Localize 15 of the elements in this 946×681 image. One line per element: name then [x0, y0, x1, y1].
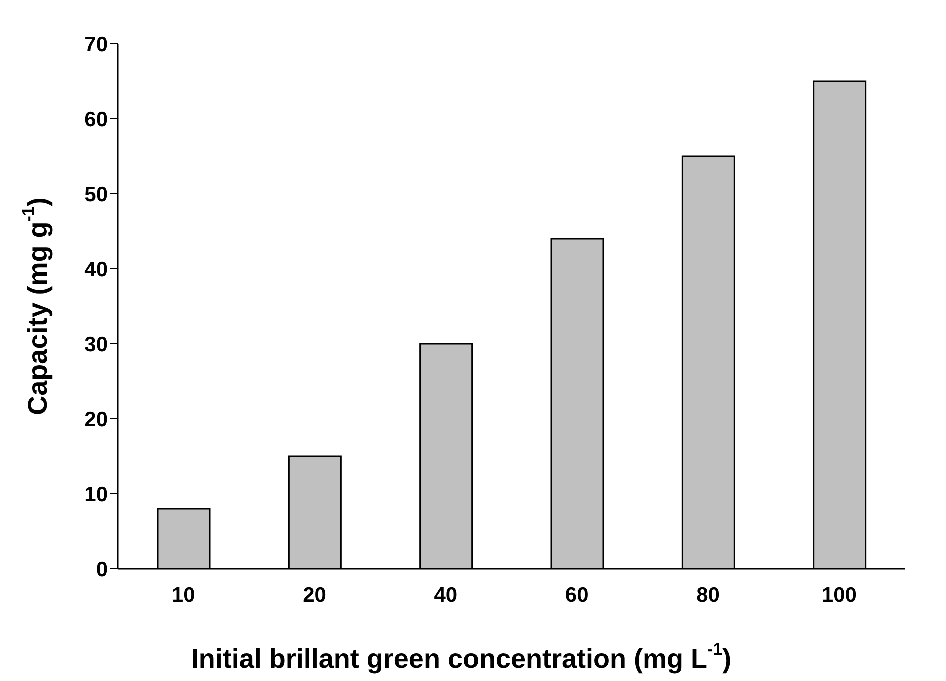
- y-tick-label: 50: [84, 183, 108, 206]
- y-tick-label: 40: [84, 258, 108, 282]
- x-axis-title: Initial brillant green concentration (mg L$^{-1}$): [191, 640, 732, 674]
- x-tick-label: 40: [434, 584, 458, 607]
- x-tick-label: 80: [696, 584, 720, 607]
- y-tick-label: 60: [84, 108, 108, 132]
- x-tick-label: 20: [303, 584, 326, 607]
- x-tick-label: 10: [172, 584, 196, 607]
- y-tick-label: 30: [84, 333, 108, 356]
- y-tick-label: 0: [96, 558, 108, 582]
- y-tick-label: 10: [84, 483, 108, 506]
- x-tick-label: 60: [565, 584, 589, 607]
- y-tick-label: 20: [84, 408, 108, 432]
- y-tick-label: 70: [84, 33, 108, 56]
- x-tick-label: 100: [822, 584, 857, 607]
